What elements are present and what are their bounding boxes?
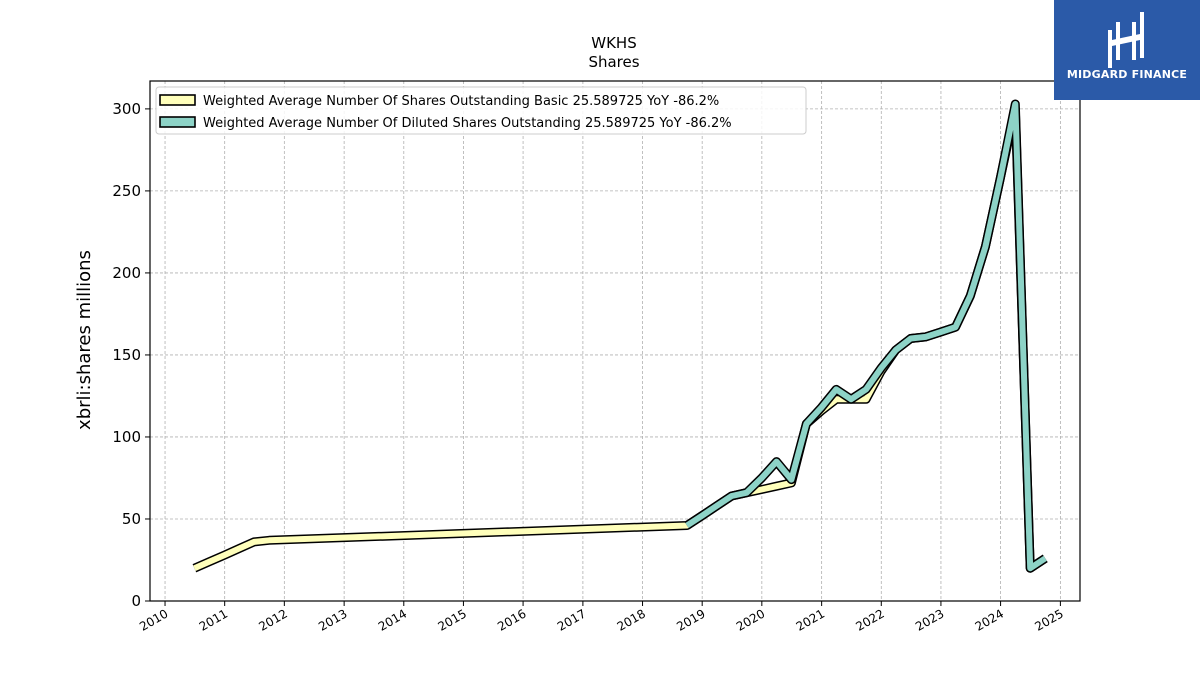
y-tick-label: 300 xyxy=(112,100,141,118)
x-tick-label: 2024 xyxy=(973,606,1006,633)
x-tick-label: 2022 xyxy=(853,606,886,633)
x-tick-label: 2020 xyxy=(734,606,767,633)
x-tick-label: 2016 xyxy=(495,606,528,633)
series-2 xyxy=(684,99,1048,573)
brand-logo: MIDGARD FINANCE xyxy=(1054,0,1200,100)
x-tick-label: 2013 xyxy=(316,606,349,633)
plot-frame xyxy=(149,80,1081,602)
legend-label: Weighted Average Number Of Diluted Share… xyxy=(203,116,732,131)
series-2-line xyxy=(685,101,1047,572)
y-tick-label: 150 xyxy=(112,346,141,364)
legend-box xyxy=(155,86,807,135)
midgard-logo-icon xyxy=(1108,12,1144,68)
x-tick-label: 2011 xyxy=(197,606,230,633)
x-tick-label: 2010 xyxy=(137,606,170,633)
x-tick-label: 2023 xyxy=(913,606,946,633)
chart-title: WKHS xyxy=(591,34,636,52)
y-tick-label: 50 xyxy=(122,510,141,528)
x-tick-label: 2019 xyxy=(674,606,707,633)
x-tick-label: 2012 xyxy=(256,606,289,633)
chart-subtitle: Shares xyxy=(588,53,639,71)
series-layer xyxy=(192,99,1048,573)
y-tick-label: 200 xyxy=(112,264,141,282)
legend: Weighted Average Number Of Shares Outsta… xyxy=(155,86,807,135)
x-tick-label: 2015 xyxy=(435,606,468,633)
x-tick-label: 2017 xyxy=(555,606,588,633)
x-tick-label: 2021 xyxy=(794,606,827,633)
y-axis-label: xbrli:shares millions xyxy=(74,250,95,430)
x-tick-label: 2014 xyxy=(376,606,409,633)
y-tick-label: 100 xyxy=(112,428,141,446)
y-tick-label: 0 xyxy=(131,592,141,610)
grid xyxy=(150,81,1080,602)
y-ticks: 0 50 100 150 200 250 300 xyxy=(112,100,150,610)
x-tick-label: 2018 xyxy=(615,606,648,633)
legend-swatch xyxy=(159,116,196,128)
logo-text: MIDGARD FINANCE xyxy=(1066,68,1188,81)
legend-swatch xyxy=(159,94,196,106)
series-2-outline xyxy=(684,99,1048,573)
legend-label: Weighted Average Number Of Shares Outsta… xyxy=(203,94,719,109)
x-tick-label: 2025 xyxy=(1032,606,1065,633)
y-tick-label: 250 xyxy=(112,182,141,200)
x-ticks: 2010 2011 2012 2013 2014 2015 2016 2017 2018 2019… xyxy=(137,601,1066,634)
